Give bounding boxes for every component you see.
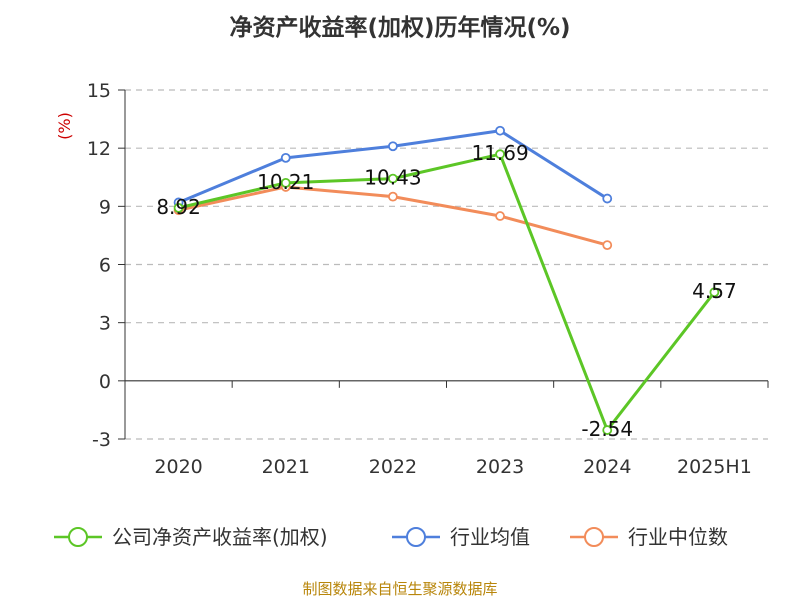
legend-item-1[interactable]: 公司净资产收益率(加权) [54,525,328,549]
y-tick-label: 3 [99,313,111,335]
y-tick-label: 12 [87,138,111,160]
data-point[interactable] [388,191,398,202]
y-tick-label: -3 [92,429,111,451]
data-point[interactable] [602,193,613,204]
legend: 公司净资产收益率(加权) 行业均值 行业中位数 [54,525,728,549]
y-tick-label: 0 [99,371,111,393]
data-point[interactable] [709,287,720,298]
x-tick-label: 2025H1 [677,456,752,478]
data-point[interactable] [280,177,291,188]
axis-layer: -3 0 3 6 9 12 15 2020 2021 2022 2023 2024 2025H1 (%) [55,80,769,478]
legend-label: 公司净资产收益率(加权) [112,525,328,549]
y-tick-label: 15 [87,80,111,102]
data-point[interactable] [495,211,505,221]
data-point[interactable] [495,125,505,136]
legend-marker [68,527,88,547]
data-label: -2.54 [581,417,633,441]
y-axis-label: (%) [55,112,74,140]
y-tick-label: 9 [99,196,111,218]
y-tick-label: 6 [99,255,111,277]
legend-item-2[interactable]: 行业均值 [392,525,530,549]
data-label-layer: 8.92 10.21 10.43 11.69 -2.54 4.57 [156,141,736,441]
x-tick-label: 2020 [154,456,202,478]
x-tick-label: 2022 [369,456,417,478]
data-point[interactable] [495,149,505,160]
data-point[interactable] [173,202,184,213]
data-point[interactable] [602,240,613,251]
x-tick-label: 2024 [583,456,631,478]
data-label: 10.21 [257,170,314,194]
legend-marker [406,527,426,547]
data-point[interactable] [388,141,398,152]
legend-label: 行业中位数 [628,525,728,549]
data-point[interactable] [388,173,398,184]
x-tick-label: 2023 [476,456,524,478]
legend-marker [584,527,604,547]
legend-item-3[interactable]: 行业中位数 [570,525,728,549]
x-tick-label: 2021 [262,456,310,478]
data-label: 8.92 [156,195,201,219]
chart-title: 净资产收益率(加权)历年情况(%) [229,15,571,41]
legend-label: 行业均值 [450,525,530,549]
data-point[interactable] [280,152,291,163]
data-label: 4.57 [692,279,737,303]
data-label: 11.69 [471,141,528,165]
series-layer [173,125,720,435]
data-point[interactable] [602,425,613,435]
data-label: 10.43 [364,166,421,190]
series-line-1 [178,152,716,432]
source-note: 制图数据来自恒生聚源数据库 [302,580,498,598]
